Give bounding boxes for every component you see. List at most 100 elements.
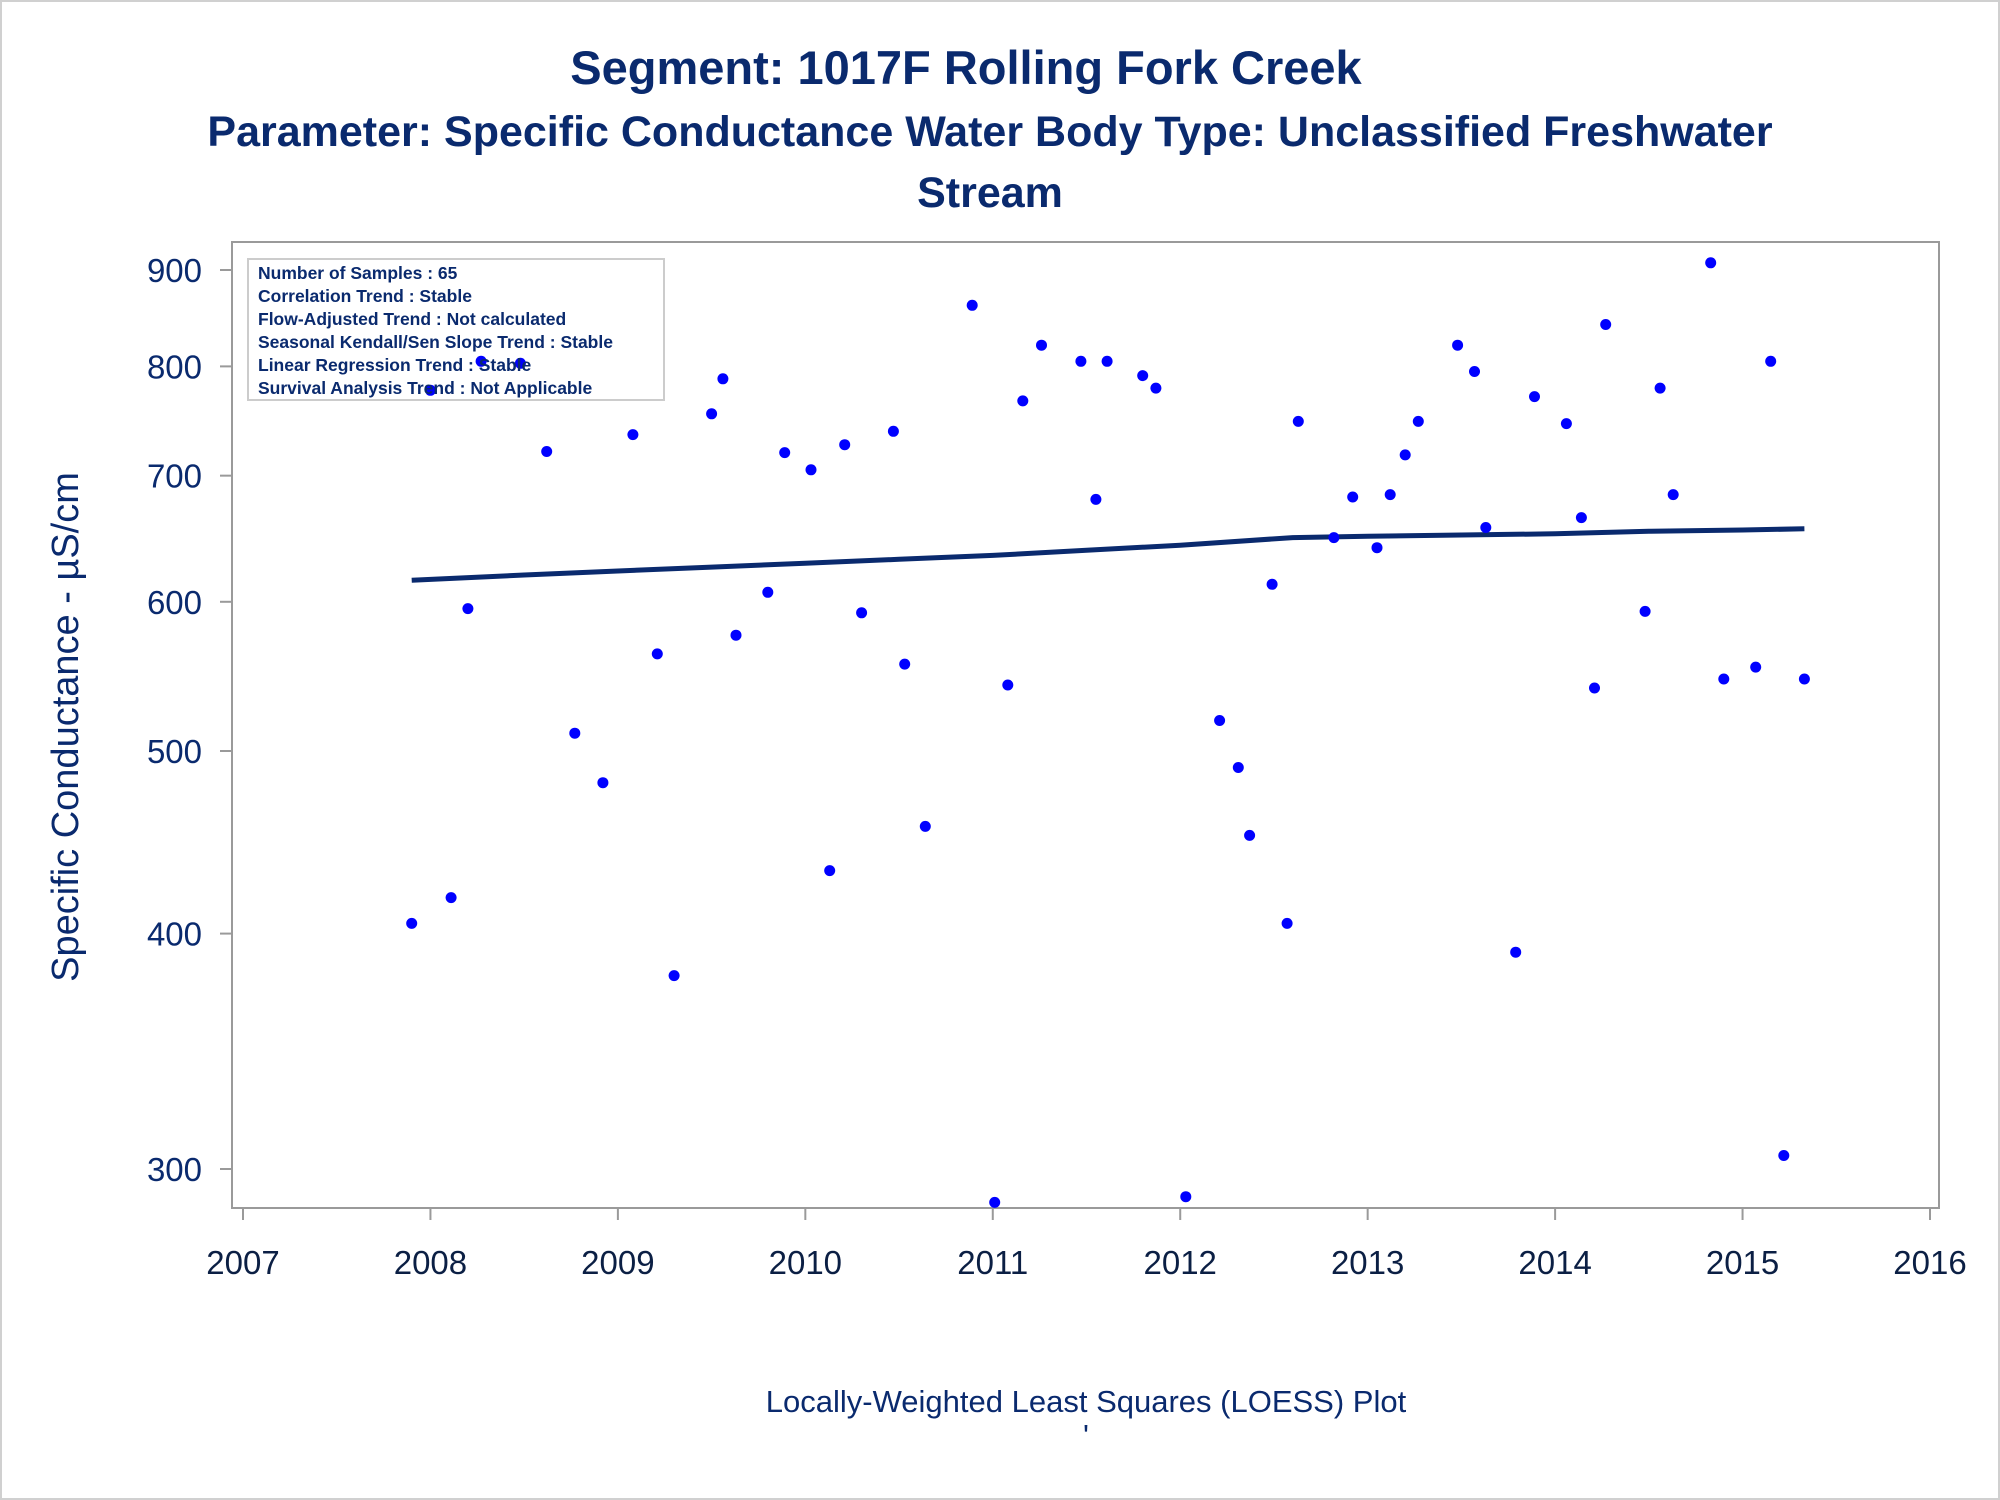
x-tick-label: 2010 xyxy=(769,1244,842,1281)
x-tick-label: 2007 xyxy=(206,1244,279,1281)
data-point xyxy=(627,429,639,441)
data-point xyxy=(1036,339,1047,351)
stats-inset: Number of Samples : 65 Correlation Trend… xyxy=(247,258,665,401)
data-point xyxy=(668,970,680,982)
chart-title: Segment: 1017F Rolling Fork Creek xyxy=(570,41,1362,94)
data-point xyxy=(1180,1191,1192,1203)
data-point xyxy=(541,446,553,457)
x-tick-label: 2012 xyxy=(1144,1244,1217,1281)
chart-subtitle-line-1: Parameter: Specific Conductance Water Bo… xyxy=(207,108,1772,156)
data-point xyxy=(651,648,663,660)
data-point xyxy=(569,727,581,739)
data-point xyxy=(1452,339,1464,351)
x-tick-label: 2013 xyxy=(1331,1244,1404,1281)
data-point xyxy=(1778,1150,1790,1161)
plot-area xyxy=(231,241,1940,1209)
data-point xyxy=(1705,257,1717,269)
data-point xyxy=(839,439,851,451)
data-point xyxy=(514,357,526,369)
data-point xyxy=(1412,415,1424,427)
data-point xyxy=(1560,418,1572,430)
x-tick-label: 2016 xyxy=(1893,1244,1966,1281)
data-point xyxy=(1600,319,1612,330)
footnote-mark: ' xyxy=(1083,1418,1089,1453)
data-point xyxy=(1266,578,1278,590)
y-tick-label: 700 xyxy=(147,458,202,495)
data-point xyxy=(887,425,899,437)
data-point xyxy=(1101,355,1113,367)
x-tick-label: 2015 xyxy=(1706,1244,1779,1281)
inset-line-flow-adjusted: Flow-Adjusted Trend : Not calculated xyxy=(258,309,566,329)
data-point xyxy=(1292,415,1304,427)
data-point xyxy=(989,1196,1001,1208)
data-point xyxy=(1002,679,1014,691)
y-tick-label: 300 xyxy=(147,1151,202,1188)
data-point xyxy=(424,384,436,396)
data-point xyxy=(1529,391,1540,403)
data-point xyxy=(1244,829,1256,841)
data-point xyxy=(445,892,457,904)
data-point xyxy=(1137,370,1149,382)
data-point xyxy=(779,447,791,459)
data-point xyxy=(706,408,718,420)
data-point xyxy=(1075,355,1087,367)
chart-subtitle-line-2: Stream xyxy=(917,169,1063,217)
y-tick-label: 500 xyxy=(147,733,202,770)
y-tick-label: 400 xyxy=(147,916,202,953)
data-point xyxy=(730,629,742,641)
data-point xyxy=(475,355,487,367)
data-point xyxy=(1510,946,1522,958)
data-point xyxy=(1654,382,1666,394)
inset-line-linear-regression: Linear Regression Trend : Stable xyxy=(258,355,532,375)
data-point xyxy=(1469,366,1480,377)
data-point xyxy=(1575,512,1587,524)
y-tick-label: 900 xyxy=(147,252,202,289)
data-point xyxy=(1232,762,1244,773)
data-point xyxy=(1384,489,1396,501)
y-tick-label: 600 xyxy=(147,584,202,621)
data-point xyxy=(1328,532,1340,544)
data-point xyxy=(1765,355,1777,367)
data-point xyxy=(762,586,774,598)
data-point xyxy=(1480,522,1492,533)
data-point xyxy=(1371,542,1383,554)
data-point xyxy=(805,464,817,476)
data-point xyxy=(1639,605,1651,617)
data-point xyxy=(1718,673,1730,685)
stats-inset-box xyxy=(247,258,665,401)
inset-line-seasonal-kendall: Seasonal Kendall/Sen Slope Trend : Stabl… xyxy=(258,332,613,352)
x-tick-label: 2009 xyxy=(581,1244,654,1281)
data-point xyxy=(1399,449,1411,461)
data-point xyxy=(1798,673,1810,685)
y-axis-title: Specific Conductance - µS/cm xyxy=(45,472,87,982)
inset-line-samples: Number of Samples : 65 xyxy=(258,263,458,283)
data-point xyxy=(856,607,868,619)
data-point xyxy=(406,917,418,929)
inset-line-correlation: Correlation Trend : Stable xyxy=(258,286,472,306)
data-point xyxy=(899,658,911,670)
data-point xyxy=(966,299,978,311)
footnote: Locally-Weighted Least Squares (LOESS) P… xyxy=(766,1384,1407,1419)
x-tick-label: 2014 xyxy=(1518,1244,1591,1281)
data-point xyxy=(717,373,729,385)
data-point xyxy=(597,777,609,789)
x-axis: 2007 2008 2009 2010 2011 2012 2013 2014 2015 2016 xyxy=(206,1208,1967,1281)
x-tick-label: 2011 xyxy=(957,1244,1028,1281)
inset-line-survival-analysis: Survival Analysis Trend : Not Applicable xyxy=(258,378,592,398)
data-point xyxy=(1214,715,1226,726)
data-point xyxy=(824,865,836,877)
data-point xyxy=(919,820,931,832)
data-point xyxy=(1750,661,1762,673)
y-axis: 300 400 500 600 700 800 900 xyxy=(147,252,232,1188)
data-point xyxy=(1090,493,1102,505)
data-point xyxy=(1667,489,1679,501)
loess-trend-line xyxy=(411,526,1805,583)
data-points xyxy=(406,257,1810,1208)
data-point xyxy=(1150,382,1162,394)
data-point xyxy=(1281,917,1293,929)
y-tick-label: 800 xyxy=(147,348,202,385)
data-point xyxy=(1589,682,1600,694)
data-point xyxy=(462,603,474,615)
